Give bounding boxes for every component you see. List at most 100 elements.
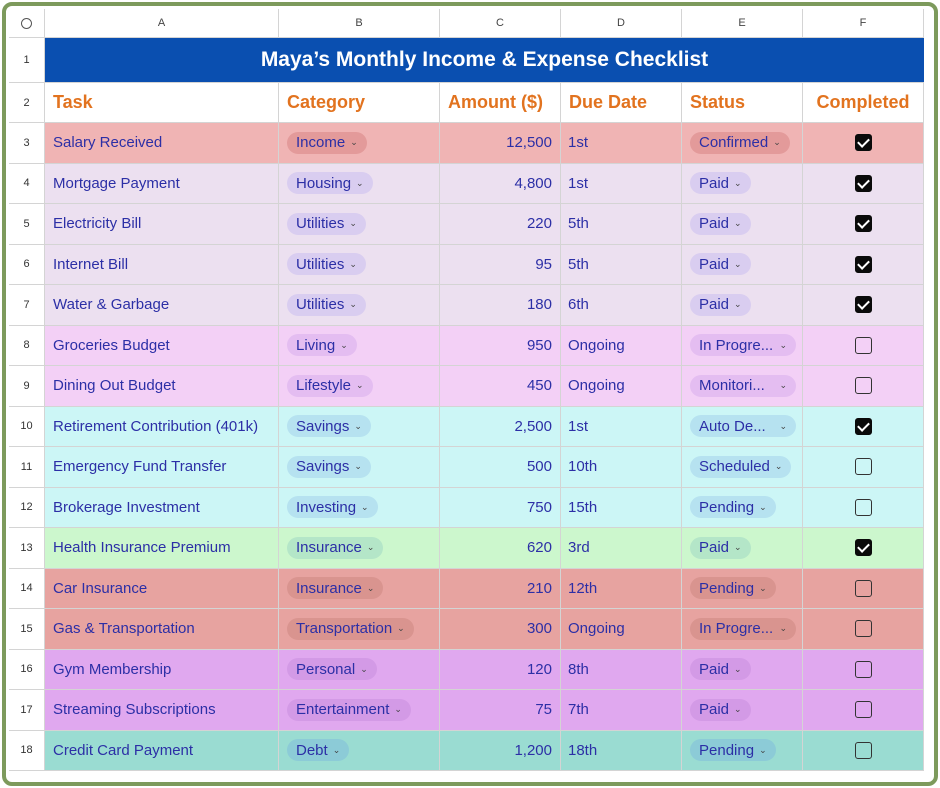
checkbox-unchecked[interactable] (854, 579, 872, 597)
amount-cell[interactable]: 1,200 (440, 730, 561, 771)
amount-cell[interactable]: 750 (440, 487, 561, 528)
checkbox-checked[interactable] (854, 417, 872, 435)
due-date-cell[interactable]: 1st (561, 163, 682, 204)
amount-cell[interactable]: 950 (440, 325, 561, 366)
amount-cell[interactable]: 120 (440, 649, 561, 690)
completed-cell[interactable] (803, 244, 924, 285)
category-dropdown-chip[interactable]: Savings ⌄ (287, 455, 371, 478)
status-dropdown-chip[interactable]: Scheduled ⌄ (690, 455, 792, 478)
checkbox-checked[interactable] (854, 255, 872, 273)
category-cell[interactable]: Savings ⌄ (279, 447, 440, 488)
status-dropdown-chip[interactable]: Paid ⌄ (690, 172, 751, 195)
due-date-cell[interactable]: 3rd (561, 528, 682, 569)
completed-cell[interactable] (803, 609, 924, 650)
checkbox-checked[interactable] (854, 174, 872, 192)
category-cell[interactable]: Income ⌄ (279, 123, 440, 164)
checkbox-checked[interactable] (854, 134, 872, 152)
checkbox-unchecked[interactable] (854, 377, 872, 395)
row-number[interactable]: 8 (9, 325, 45, 366)
category-dropdown-chip[interactable]: Housing ⌄ (287, 172, 373, 195)
completed-cell[interactable] (803, 163, 924, 204)
amount-cell[interactable]: 450 (440, 366, 561, 407)
category-cell[interactable]: Insurance ⌄ (279, 528, 440, 569)
amount-cell[interactable]: 220 (440, 204, 561, 245)
task-cell[interactable]: Credit Card Payment (45, 730, 279, 771)
amount-cell[interactable]: 500 (440, 447, 561, 488)
status-cell[interactable]: Confirmed ⌄ (682, 123, 803, 164)
row-number[interactable]: 6 (9, 244, 45, 285)
completed-cell[interactable] (803, 568, 924, 609)
category-dropdown-chip[interactable]: Utilities ⌄ (287, 212, 366, 235)
task-cell[interactable]: Electricity Bill (45, 204, 279, 245)
category-dropdown-chip[interactable]: Savings ⌄ (287, 415, 371, 438)
header-due-date[interactable]: Due Date (561, 83, 682, 123)
amount-cell[interactable]: 180 (440, 285, 561, 326)
select-all-corner[interactable] (9, 9, 45, 38)
completed-cell[interactable] (803, 123, 924, 164)
category-dropdown-chip[interactable]: Personal ⌄ (287, 658, 377, 681)
task-cell[interactable]: Internet Bill (45, 244, 279, 285)
row-number[interactable]: 11 (9, 447, 45, 488)
header-amount[interactable]: Amount ($) (440, 83, 561, 123)
row-number[interactable]: 4 (9, 163, 45, 204)
category-cell[interactable]: Lifestyle ⌄ (279, 366, 440, 407)
amount-cell[interactable]: 75 (440, 690, 561, 731)
row-number[interactable]: 18 (9, 730, 45, 771)
amount-cell[interactable]: 2,500 (440, 406, 561, 447)
checkbox-checked[interactable] (854, 539, 872, 557)
row-number[interactable]: 12 (9, 487, 45, 528)
status-cell[interactable]: Paid ⌄ (682, 285, 803, 326)
amount-cell[interactable]: 210 (440, 568, 561, 609)
task-cell[interactable]: Water & Garbage (45, 285, 279, 326)
category-dropdown-chip[interactable]: Living ⌄ (287, 334, 357, 357)
category-dropdown-chip[interactable]: Income ⌄ (287, 131, 367, 154)
due-date-cell[interactable]: Ongoing (561, 325, 682, 366)
status-dropdown-chip[interactable]: Paid ⌄ (690, 658, 751, 681)
status-dropdown-chip[interactable]: Paid ⌄ (690, 293, 751, 316)
task-cell[interactable]: Gym Membership (45, 649, 279, 690)
column-header-f[interactable]: F (803, 9, 924, 38)
status-cell[interactable]: Pending ⌄ (682, 568, 803, 609)
task-cell[interactable]: Car Insurance (45, 568, 279, 609)
category-cell[interactable]: Living ⌄ (279, 325, 440, 366)
row-number[interactable]: 5 (9, 204, 45, 245)
category-dropdown-chip[interactable]: Insurance ⌄ (287, 577, 384, 600)
row-number[interactable]: 17 (9, 690, 45, 731)
row-number[interactable]: 16 (9, 649, 45, 690)
completed-cell[interactable] (803, 204, 924, 245)
status-cell[interactable]: Paid ⌄ (682, 690, 803, 731)
category-cell[interactable]: Transportation ⌄ (279, 609, 440, 650)
status-cell[interactable]: Pending ⌄ (682, 487, 803, 528)
due-date-cell[interactable]: 5th (561, 204, 682, 245)
completed-cell[interactable] (803, 487, 924, 528)
category-dropdown-chip[interactable]: Debt ⌄ (287, 739, 350, 762)
category-dropdown-chip[interactable]: Utilities ⌄ (287, 293, 366, 316)
status-cell[interactable]: Paid ⌄ (682, 649, 803, 690)
due-date-cell[interactable]: 5th (561, 244, 682, 285)
category-cell[interactable]: Utilities ⌄ (279, 204, 440, 245)
column-header-d[interactable]: D (561, 9, 682, 38)
amount-cell[interactable]: 4,800 (440, 163, 561, 204)
column-header-c[interactable]: C (440, 9, 561, 38)
completed-cell[interactable] (803, 649, 924, 690)
status-dropdown-chip[interactable]: Paid ⌄ (690, 698, 751, 721)
due-date-cell[interactable]: 8th (561, 649, 682, 690)
status-dropdown-chip[interactable]: Paid ⌄ (690, 253, 751, 276)
due-date-cell[interactable]: 7th (561, 690, 682, 731)
status-dropdown-chip[interactable]: Pending ⌄ (690, 496, 776, 519)
select-all-circle-icon[interactable] (21, 17, 32, 29)
task-cell[interactable]: Health Insurance Premium (45, 528, 279, 569)
status-cell[interactable]: Pending ⌄ (682, 730, 803, 771)
status-dropdown-chip[interactable]: Monitori... ⌄ (690, 374, 796, 397)
task-cell[interactable]: Streaming Subscriptions (45, 690, 279, 731)
due-date-cell[interactable]: 10th (561, 447, 682, 488)
row-number[interactable]: 1 (9, 38, 45, 83)
category-dropdown-chip[interactable]: Entertainment ⌄ (287, 698, 411, 721)
amount-cell[interactable]: 95 (440, 244, 561, 285)
status-cell[interactable]: Paid ⌄ (682, 244, 803, 285)
due-date-cell[interactable]: 1st (561, 406, 682, 447)
status-dropdown-chip[interactable]: Paid ⌄ (690, 212, 751, 235)
status-dropdown-chip[interactable]: In Progre... ⌄ (690, 617, 796, 640)
due-date-cell[interactable]: 1st (561, 123, 682, 164)
amount-cell[interactable]: 620 (440, 528, 561, 569)
